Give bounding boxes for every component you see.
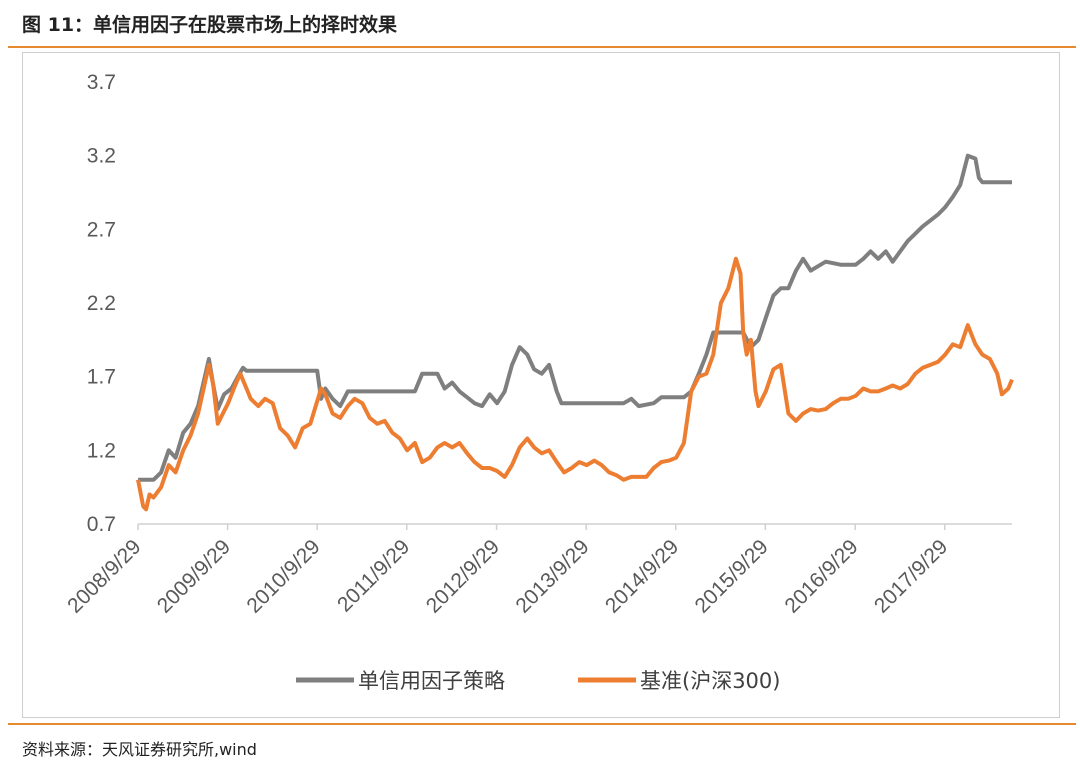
- legend: 单信用因子策略 基准(沪深300): [296, 669, 780, 693]
- x-tick-label: 2012/9/29: [422, 535, 504, 617]
- chart-frame: [22, 52, 1060, 718]
- source-note: 资料来源：天风证券研究所,wind: [22, 740, 257, 759]
- legend-label-1: 单信用因子策略: [358, 669, 505, 693]
- x-tick-label: 2011/9/29: [333, 535, 414, 616]
- y-tick-label: 3.2: [87, 145, 116, 168]
- y-tick-label: 2.7: [87, 218, 116, 241]
- x-tick-label: 2017/9/29: [870, 535, 952, 617]
- y-axis: 0.7 1.2 1.7 2.2 2.7 3.2 3.7: [87, 71, 116, 536]
- y-tick-label: 1.2: [87, 439, 116, 462]
- x-tick-label: 2016/9/29: [780, 535, 862, 617]
- series-line-2: [136, 256, 1014, 512]
- legend-label-2: 基准(沪深300): [640, 669, 780, 693]
- x-tick-label: 2010/9/29: [242, 535, 324, 617]
- x-tick-label: 2015/9/29: [691, 535, 773, 617]
- series-line-1: [138, 153, 1012, 482]
- series-group: [136, 153, 1014, 512]
- figure-title: 图 11：单信用因子在股票市场上的择时效果: [22, 14, 398, 36]
- y-tick-label: 2.2: [87, 292, 116, 315]
- x-tick-label: 2008/9/29: [63, 535, 145, 617]
- y-tick-label: 1.7: [87, 366, 116, 389]
- y-tick-label: 0.7: [87, 513, 116, 536]
- x-axis: 2008/9/29 2009/9/29 2010/9/29 2011/9/29 2012…: [63, 523, 1012, 618]
- x-tick-label: 2013/9/29: [511, 535, 593, 617]
- x-tick-label: 2009/9/29: [153, 535, 235, 617]
- y-tick-label: 3.7: [87, 71, 116, 94]
- x-tick-label: 2014/9/29: [601, 535, 683, 617]
- title-divider: [8, 46, 1076, 48]
- footer-divider: [8, 723, 1076, 725]
